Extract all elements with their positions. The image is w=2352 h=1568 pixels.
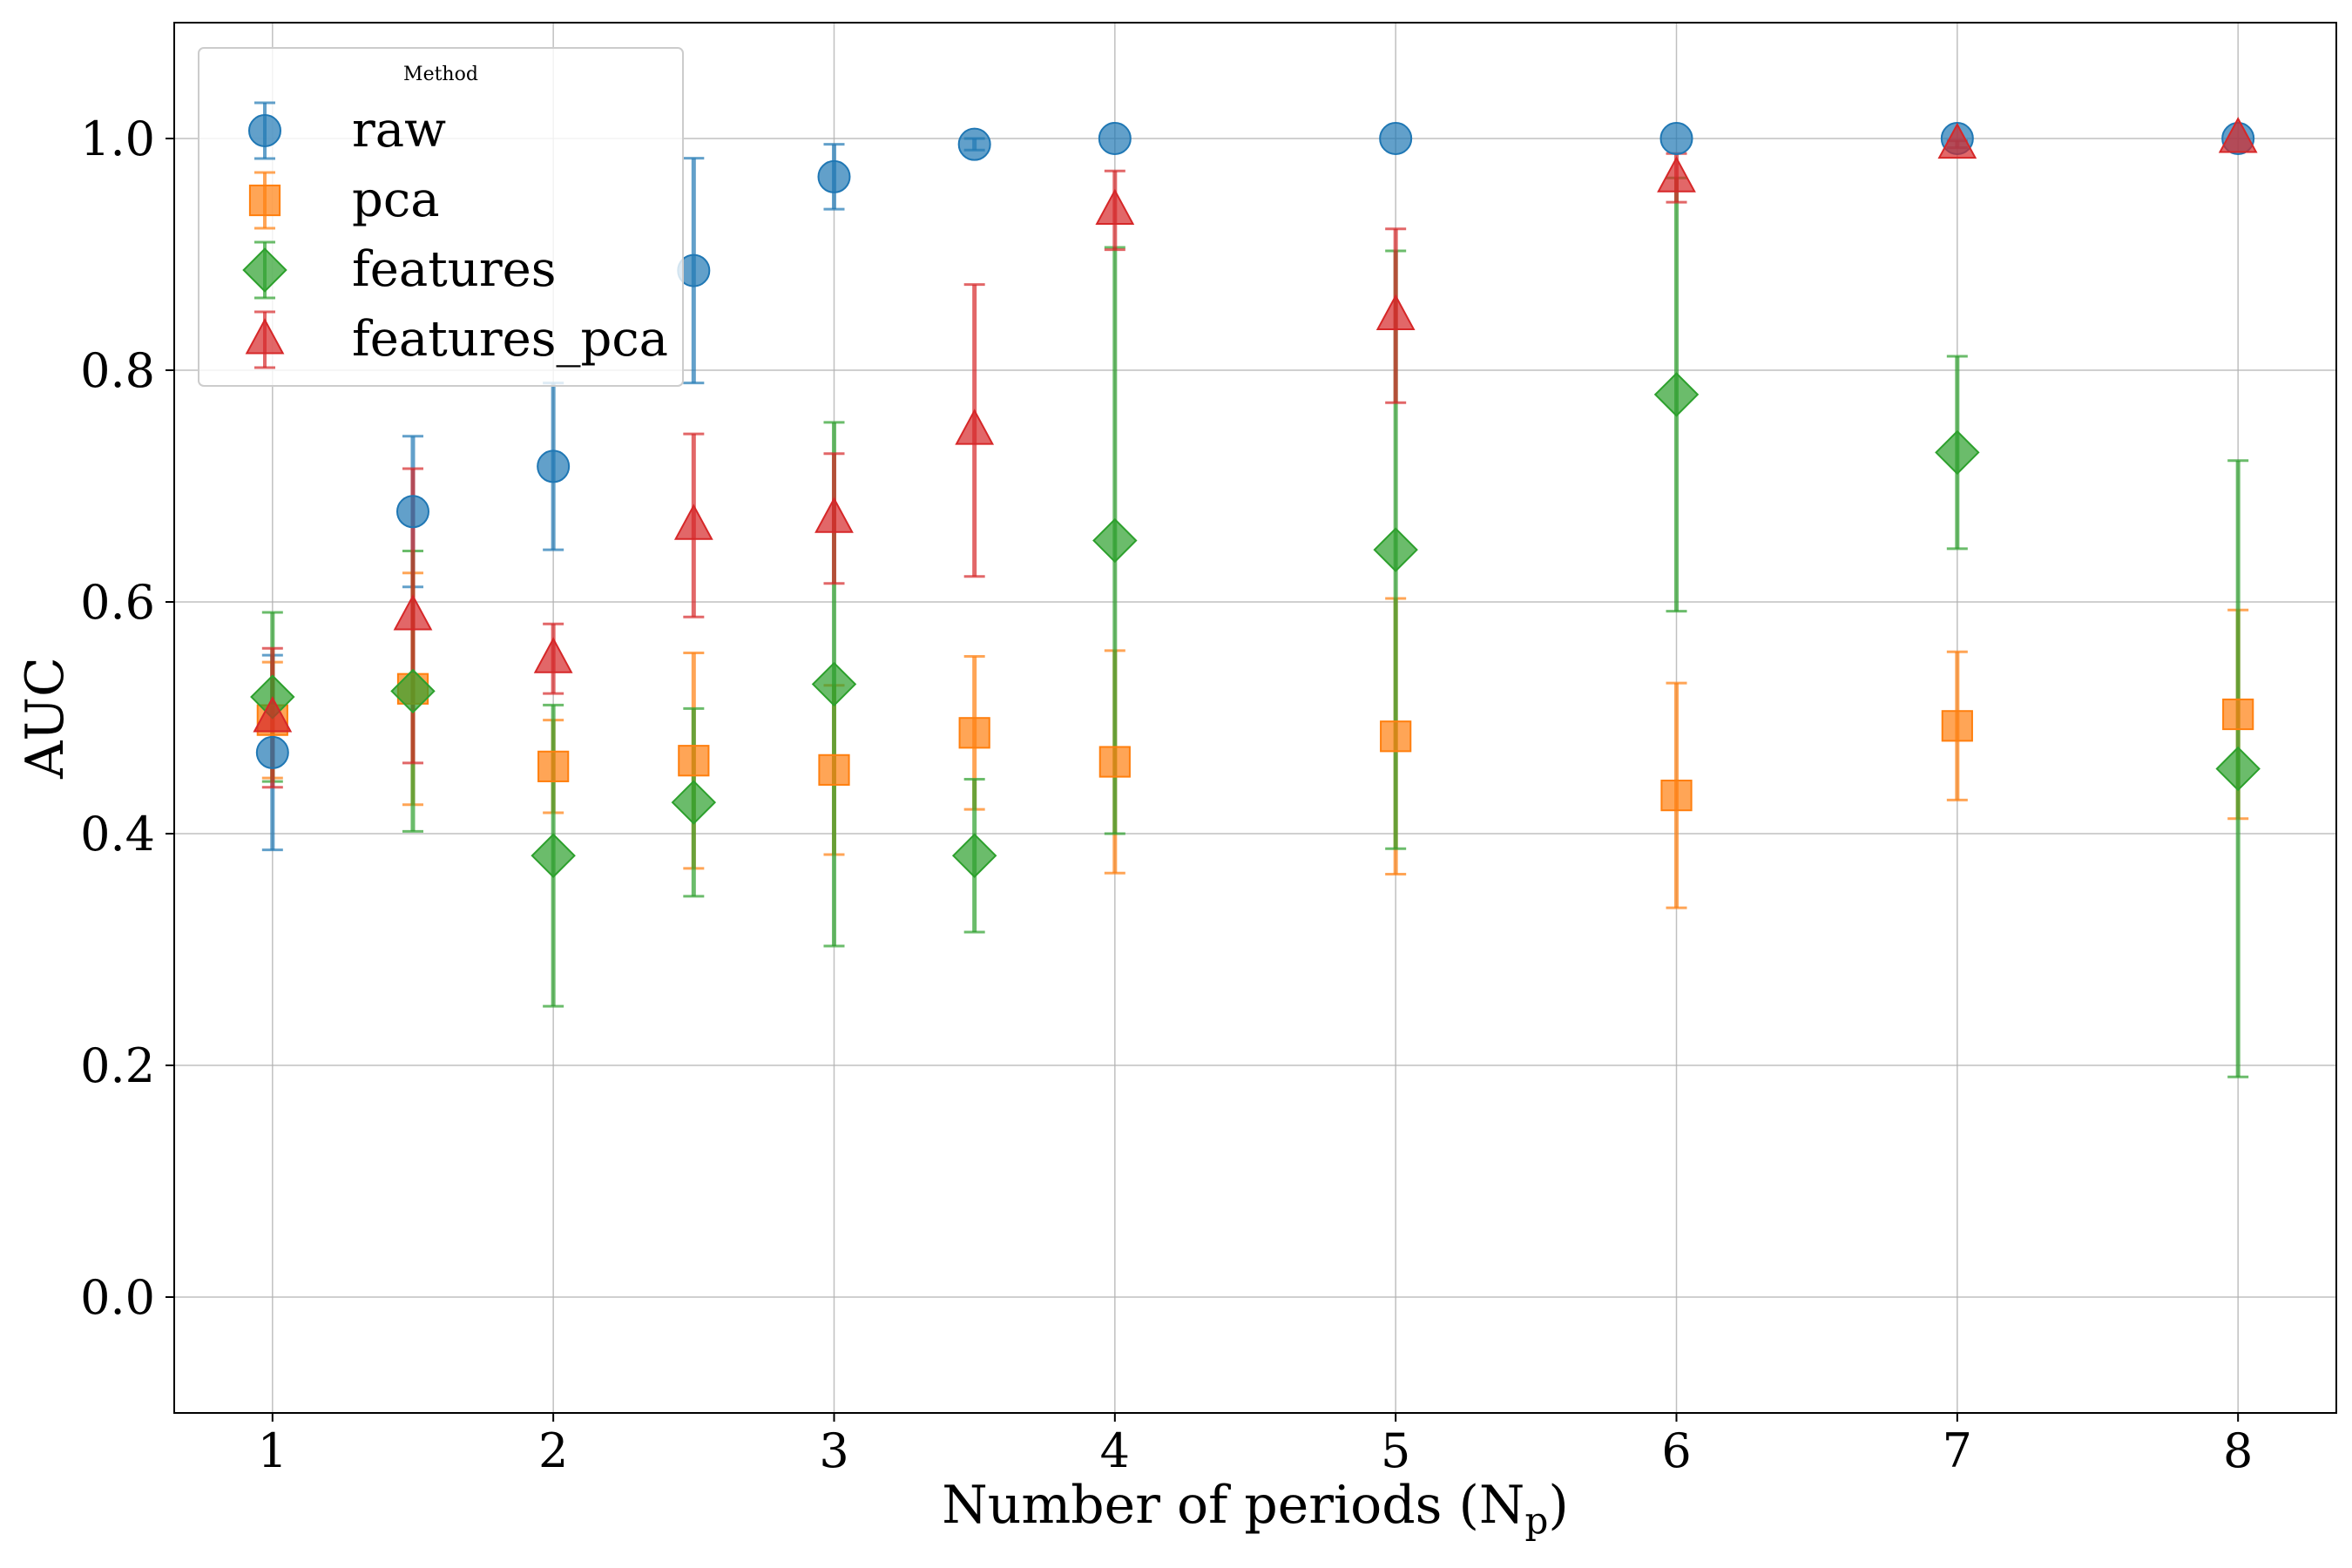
data-point-pca bbox=[1660, 780, 1693, 812]
data-point-pca bbox=[1380, 720, 1412, 753]
data-point-features bbox=[531, 833, 576, 878]
legend-marker-pca bbox=[248, 184, 281, 217]
legend-label-raw: raw bbox=[352, 102, 446, 159]
data-point-pca bbox=[958, 717, 990, 749]
legend-label-features_pca: features_pca bbox=[352, 311, 668, 368]
legend-item-features: features bbox=[242, 240, 556, 300]
x-tick-label: 6 bbox=[1661, 1423, 1691, 1478]
x-axis-label: Number of periods (Np) bbox=[942, 1475, 1569, 1542]
y-tick-label: 0.6 bbox=[80, 575, 155, 630]
legend-item-features_pca: features_pca bbox=[245, 310, 668, 369]
legend-marker-features bbox=[242, 247, 287, 293]
markers-raw bbox=[255, 122, 2255, 769]
legend-item-raw: raw bbox=[248, 101, 446, 160]
y-tick-label: 1.0 bbox=[80, 112, 155, 166]
data-point-pca bbox=[1098, 746, 1131, 778]
data-point-features bbox=[1935, 429, 1980, 476]
data-point-features bbox=[2215, 746, 2261, 792]
data-markers bbox=[250, 117, 2261, 878]
y-tick-label: 0.4 bbox=[80, 807, 155, 862]
x-tick-label: 4 bbox=[1100, 1423, 1130, 1478]
data-point-features_pca bbox=[253, 696, 293, 733]
x-tick-label: 7 bbox=[1943, 1423, 1972, 1478]
legend-title: Method bbox=[403, 64, 478, 85]
legend-label-pca: pca bbox=[352, 172, 440, 228]
data-point-features_pca bbox=[1375, 294, 1416, 331]
legend-marker-raw bbox=[248, 114, 281, 147]
data-point-features bbox=[951, 833, 997, 878]
data-point-features bbox=[1092, 517, 1138, 564]
data-point-features_pca bbox=[393, 594, 433, 631]
data-point-raw bbox=[395, 495, 429, 529]
data-point-pca bbox=[2222, 698, 2254, 731]
legend: Method raw pca features features_pca bbox=[198, 47, 684, 387]
y-tick-label: 0.8 bbox=[80, 343, 155, 398]
x-axis-label-tail: ) bbox=[1548, 1475, 1568, 1536]
data-point-features_pca bbox=[814, 497, 854, 533]
x-tick-label: 8 bbox=[2223, 1423, 2253, 1478]
markers-features_pca bbox=[253, 117, 2258, 733]
data-point-raw bbox=[1379, 122, 1413, 155]
data-point-features bbox=[671, 780, 717, 825]
x-axis-label-subscript: p bbox=[1524, 1499, 1548, 1542]
data-point-features bbox=[390, 668, 436, 714]
data-point-pca bbox=[537, 750, 570, 782]
legend-marker-features_pca bbox=[245, 318, 285, 355]
x-axis-ticks: 1 2 3 4 5 6 7 8 bbox=[258, 1413, 2253, 1478]
markers-features bbox=[250, 372, 2261, 878]
data-point-raw bbox=[255, 735, 289, 769]
y-axis-label: AUC bbox=[15, 657, 76, 780]
data-point-pca bbox=[1941, 710, 1973, 742]
data-point-features bbox=[811, 661, 857, 707]
data-point-raw bbox=[1659, 122, 1693, 155]
data-point-raw bbox=[957, 127, 991, 161]
x-tick-label: 1 bbox=[258, 1423, 287, 1478]
data-point-features_pca bbox=[955, 409, 995, 445]
data-point-features_pca bbox=[1095, 188, 1135, 225]
data-point-features_pca bbox=[1657, 156, 1696, 193]
x-tick-label: 2 bbox=[538, 1423, 568, 1478]
x-axis-label-main: Number of periods (N bbox=[942, 1475, 1524, 1536]
data-point-features_pca bbox=[533, 637, 573, 673]
legend-items: raw pca features features_pca bbox=[242, 101, 668, 369]
data-point-raw bbox=[817, 159, 851, 193]
data-point-raw bbox=[537, 449, 571, 483]
x-tick-label: 5 bbox=[1381, 1423, 1410, 1478]
plot-frame bbox=[173, 22, 2337, 1414]
data-point-features_pca bbox=[2218, 117, 2258, 153]
x-tick-label: 3 bbox=[819, 1423, 848, 1478]
data-point-features_pca bbox=[673, 504, 713, 540]
data-point-pca bbox=[678, 745, 710, 777]
y-axis-ticks: 0.0 0.2 0.4 0.6 0.8 1.0 bbox=[80, 112, 174, 1325]
data-point-features bbox=[1373, 527, 1418, 572]
legend-label-features: features bbox=[352, 241, 556, 298]
data-point-raw bbox=[1098, 122, 1132, 155]
legend-box bbox=[198, 47, 684, 387]
y-tick-label: 0.2 bbox=[80, 1038, 155, 1093]
data-point-features bbox=[1653, 372, 1700, 417]
legend-item-pca: pca bbox=[248, 171, 440, 230]
data-point-features_pca bbox=[1937, 122, 1977, 159]
y-tick-label: 0.0 bbox=[80, 1270, 155, 1325]
data-point-pca bbox=[818, 754, 850, 786]
